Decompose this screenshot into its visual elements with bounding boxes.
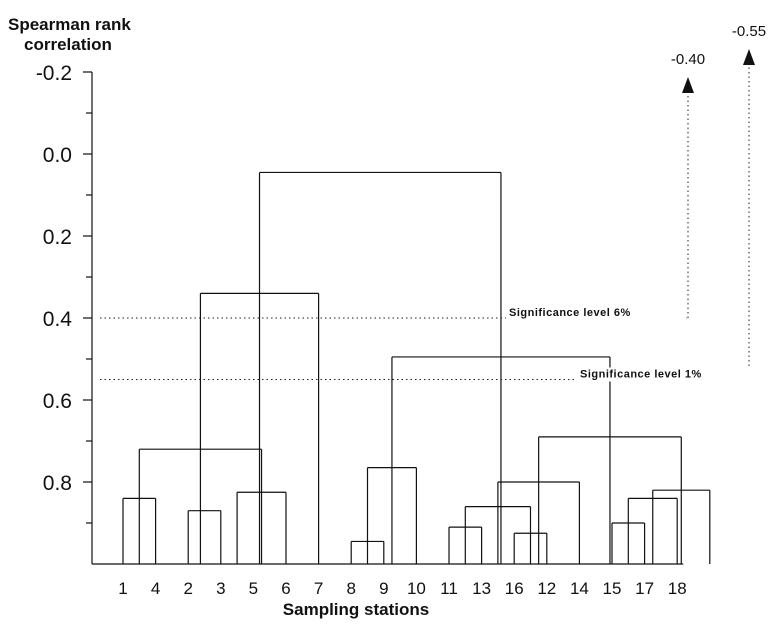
- x-axis-label: Sampling stations: [283, 600, 429, 619]
- x-tick-label: 11: [440, 579, 458, 598]
- y-tick-label: 0.6: [43, 390, 72, 413]
- x-tick-label: 2: [183, 579, 192, 598]
- x-tick-label: 6: [281, 579, 290, 598]
- y-tick-label: 0.0: [43, 144, 72, 167]
- y-axis-ticks: -0.2 0.0 0.2 0.4 0.6 0.8: [36, 62, 92, 524]
- x-tick-label: 17: [635, 579, 654, 598]
- significance-label-bg: [506, 306, 686, 320]
- y-tick-label: 0.8: [43, 472, 72, 495]
- x-tick-label: 15: [603, 579, 622, 598]
- x-tick-label: 1: [118, 579, 127, 598]
- x-tick-label: 5: [249, 579, 258, 598]
- x-tick-label: 10: [407, 579, 426, 598]
- significance-arrow-label: -0.40: [671, 51, 705, 68]
- x-axis-tick-labels: 1 4 2 3 5 6 7 8 9 10 11 13 16 12 14 15 17 18: [118, 579, 686, 598]
- x-tick-label: 12: [537, 579, 556, 598]
- x-tick-label: 13: [472, 579, 491, 598]
- y-axis-label-line1: Spearman rank: [8, 15, 131, 34]
- x-tick-label: 4: [151, 579, 160, 598]
- y-axis-label-line2: correlation: [24, 35, 112, 54]
- x-tick-label: 9: [379, 579, 388, 598]
- significance-arrow: [743, 49, 755, 65]
- dendrogram-tree: [122, 171, 711, 564]
- significance-lines: Significance level 6% -0.40 Significance l…: [100, 23, 766, 382]
- significance-arrow: [682, 77, 694, 93]
- y-tick-label: 0.2: [43, 226, 72, 249]
- significance-label-bg: [577, 367, 757, 382]
- x-tick-label: 18: [668, 579, 687, 598]
- y-tick-label: 0.4: [43, 308, 73, 331]
- significance-label: Significance level 1%: [580, 369, 702, 381]
- significance-label: Significance level 6%: [509, 307, 631, 319]
- significance-arrow-label: -0.55: [732, 23, 766, 40]
- x-tick-label: 7: [314, 579, 323, 598]
- x-tick-label: 14: [570, 579, 589, 598]
- y-tick-label: -0.2: [36, 62, 72, 85]
- x-tick-label: 16: [505, 579, 524, 598]
- x-tick-label: 8: [346, 579, 355, 598]
- x-tick-label: 3: [216, 579, 225, 598]
